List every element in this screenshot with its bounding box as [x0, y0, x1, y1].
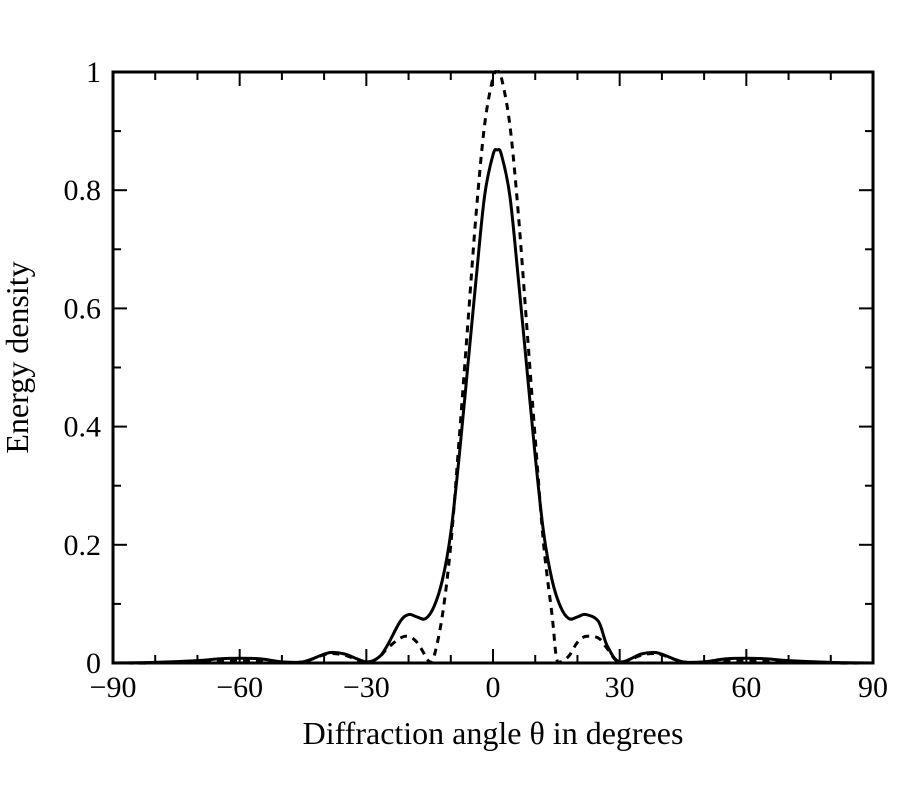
y-tick-label: 0.6	[64, 292, 102, 325]
x-axis-label: Diffraction angle θ in degrees	[303, 715, 684, 751]
y-tick-label: 0.4	[64, 411, 102, 444]
x-tick-label: −30	[343, 671, 390, 704]
series-line-solid	[112, 147, 874, 665]
axis-ticks	[112, 71, 874, 664]
x-tick-label: −60	[216, 671, 263, 704]
plot-frame	[111, 70, 875, 665]
y-axis-label: Energy density	[0, 261, 35, 453]
x-tick-label: 90	[858, 671, 888, 704]
y-tick-label: 0.8	[64, 174, 102, 207]
y-tick-label: 0.2	[64, 529, 102, 562]
x-tick-label: 30	[605, 671, 635, 704]
x-tick-label: −90	[90, 671, 137, 704]
y-tick-label: 1	[86, 56, 101, 89]
x-tick-label: 60	[731, 671, 761, 704]
x-tick-label: 0	[486, 671, 501, 704]
y-tick-label: 0	[86, 647, 101, 680]
y-tick-labels: 0 0.2 0.4 0.6 0.8 1	[64, 56, 102, 680]
x-tick-labels: −90 −60 −30 0 30 60 90	[90, 671, 888, 704]
chart-curves	[112, 70, 874, 665]
